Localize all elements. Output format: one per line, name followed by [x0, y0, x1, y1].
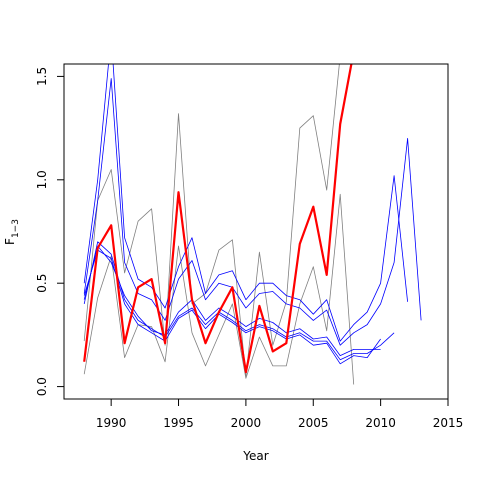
x-tick-label: 2005	[298, 416, 329, 430]
series-layer	[83, 64, 422, 385]
y-tick-label: 0.0	[35, 377, 49, 396]
series-line-2	[83, 193, 355, 385]
y-tick-label: 0.5	[35, 274, 49, 293]
series-line-7	[83, 245, 381, 357]
series-line-3	[83, 64, 408, 342]
x-axis: 1990 1995 2000 2005 2010 2015	[96, 398, 464, 430]
x-axis-label: Year	[242, 449, 268, 463]
y-tick-label: 1.0	[35, 170, 49, 189]
y-tick-label: 1.5	[35, 67, 49, 86]
y-axis: 0.0 0.5 1.0 1.5	[35, 67, 65, 396]
x-tick-label: 2000	[231, 416, 262, 430]
y-axis-label-subscript: 1−3	[11, 219, 21, 238]
x-tick-label: 1990	[96, 416, 127, 430]
svg-text:F1−3: F1−3	[3, 219, 21, 245]
plot-frame	[63, 63, 449, 400]
y-axis-label: F1−3	[3, 219, 21, 245]
x-tick-label: 2015	[433, 416, 464, 430]
series-line-4	[83, 78, 422, 346]
x-tick-label: 1995	[163, 416, 194, 430]
x-tick-label: 2010	[365, 416, 396, 430]
y-axis-label-main: F	[3, 238, 17, 245]
series-line-8	[83, 64, 353, 374]
series-line-1	[83, 64, 340, 377]
series-line-6	[83, 249, 381, 365]
